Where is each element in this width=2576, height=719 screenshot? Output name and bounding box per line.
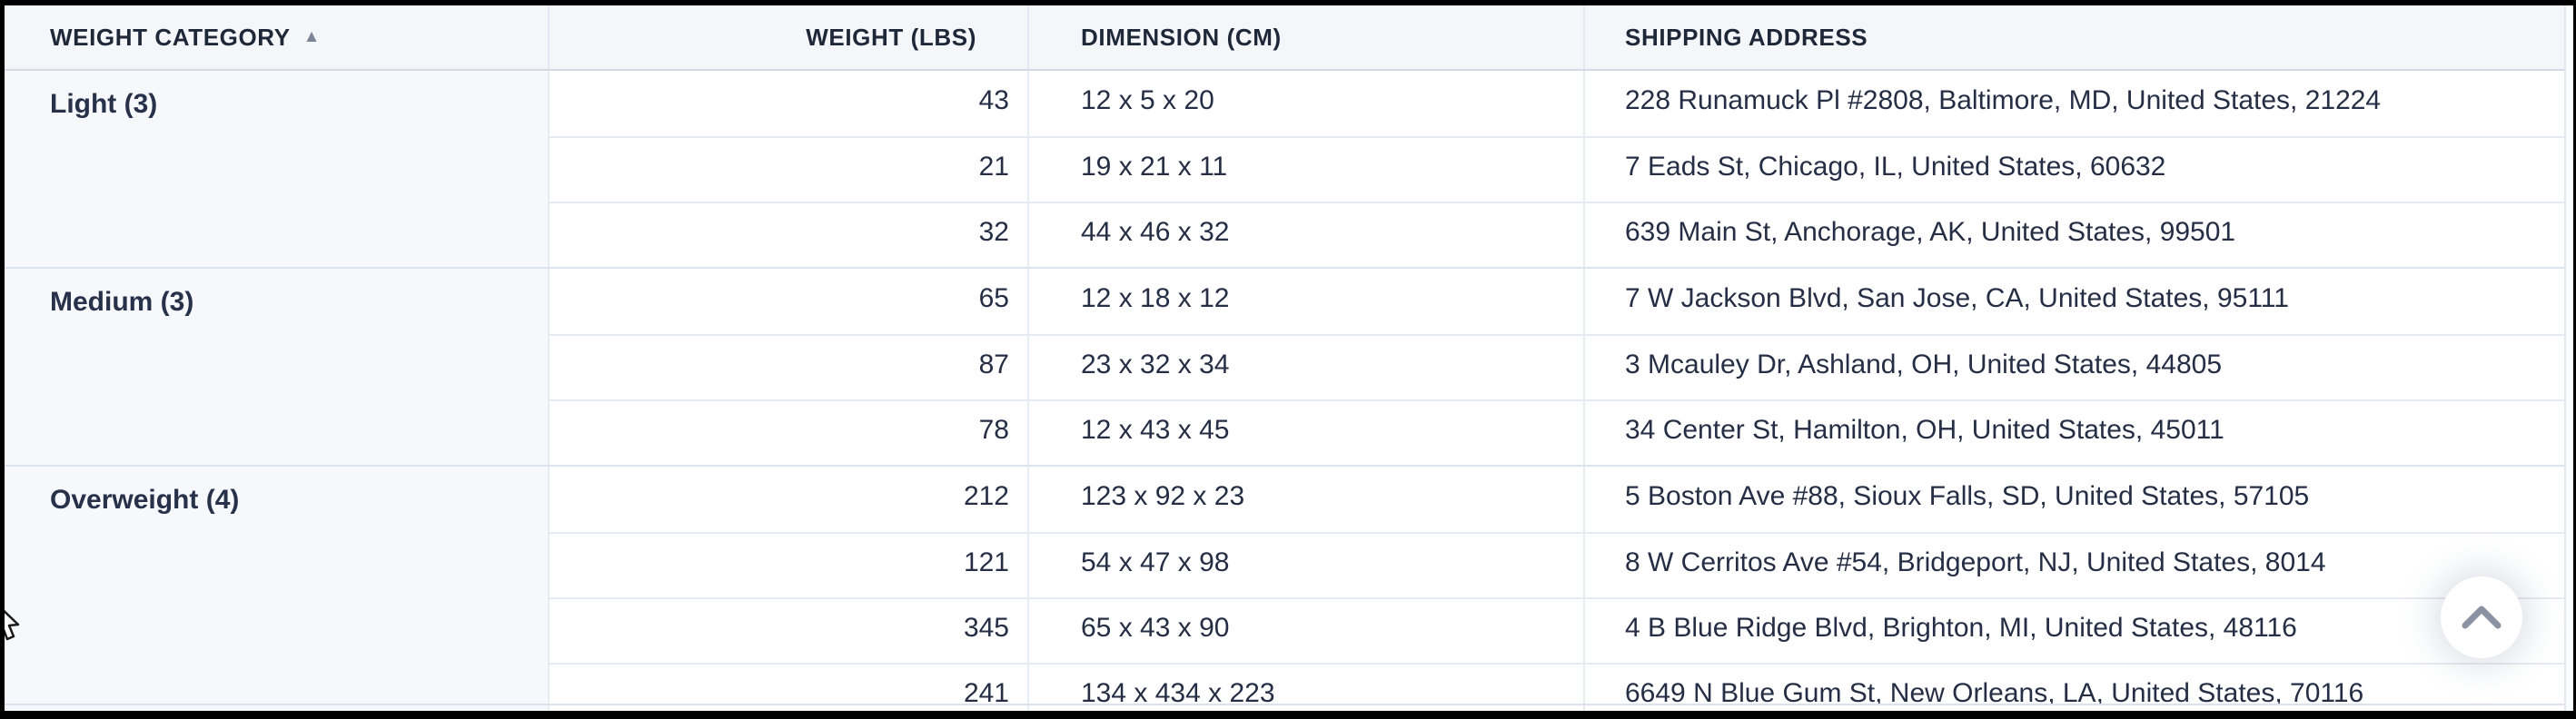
dimension-cell: 134 x 434 x 223 — [1029, 665, 1585, 711]
weight-cell: 32 — [550, 203, 1029, 267]
dimension-value: 134 x 434 x 223 — [1081, 678, 1275, 708]
row-group: Light (3) 43 12 x 5 x 20 228 Runamuck Pl #2… — [5, 71, 2566, 267]
address-value: 8 W Cerritos Ave #54, Bridgeport, NJ, Un… — [1625, 547, 2326, 577]
dimension-cell: 19 x 21 x 11 — [1029, 138, 1585, 202]
category-cell: Medium (3) — [5, 269, 550, 465]
weight-value: 21 — [978, 152, 1009, 182]
table-row[interactable]: 32 44 x 46 x 32 639 Main St, Anchorage, AK… — [550, 202, 2566, 267]
row-group: Overweight (4) 212 123 x 92 x 23 5 Boston A… — [5, 465, 2566, 711]
address-value: 34 Center St, Hamilton, OH, United State… — [1625, 415, 2224, 445]
weight-cell: 65 — [550, 269, 1029, 334]
weight-value: 87 — [978, 350, 1009, 379]
table-row[interactable]: 78 12 x 43 x 45 34 Center St, Hamilton, OH… — [550, 399, 2566, 465]
weight-value: 121 — [963, 547, 1009, 577]
weight-cell: 212 — [550, 467, 1029, 532]
group-rows: 43 12 x 5 x 20 228 Runamuck Pl #2808, Balt… — [550, 71, 2566, 267]
scroll-to-top-button[interactable] — [2441, 576, 2522, 658]
chevron-up-icon — [2462, 606, 2502, 629]
table-row[interactable]: 65 12 x 18 x 12 7 W Jackson Blvd, San Jose… — [550, 269, 2566, 334]
weight-value: 212 — [963, 481, 1009, 511]
column-header-label: SHIPPING ADDRESS — [1625, 23, 1868, 51]
dimension-value: 12 x 5 x 20 — [1081, 85, 1214, 115]
dimension-value: 65 x 43 x 90 — [1081, 613, 1230, 643]
group-rows: 65 12 x 18 x 12 7 W Jackson Blvd, San Jose… — [550, 269, 2566, 465]
dimension-value: 123 x 92 x 23 — [1081, 481, 1245, 511]
address-cell: 7 Eads St, Chicago, IL, United States, 6… — [1585, 138, 2566, 202]
table-row[interactable]: 21 19 x 21 x 11 7 Eads St, Chicago, IL, Un… — [550, 136, 2566, 202]
column-header-dimension-cm[interactable]: DIMENSION (CM) — [1029, 5, 1585, 69]
address-value: 228 Runamuck Pl #2808, Baltimore, MD, Un… — [1625, 85, 2382, 115]
sort-ascending-icon: ▲ — [302, 26, 322, 46]
weight-cell: 241 — [550, 665, 1029, 711]
weight-value: 78 — [978, 415, 1009, 445]
table-row[interactable]: 121 54 x 47 x 98 8 W Cerritos Ave #54, Bri… — [550, 532, 2566, 597]
dimension-value: 19 x 21 x 11 — [1081, 152, 1228, 182]
address-cell: 34 Center St, Hamilton, OH, United State… — [1585, 401, 2566, 465]
table-body: Light (3) 43 12 x 5 x 20 228 Runamuck Pl #2… — [5, 71, 2566, 711]
weight-cell: 345 — [550, 599, 1029, 663]
scrollbar-gutter[interactable] — [2564, 5, 2573, 711]
dimension-cell: 12 x 18 x 12 — [1029, 269, 1585, 334]
column-header-label: WEIGHT CATEGORY — [50, 23, 291, 51]
column-header-weight-category[interactable]: WEIGHT CATEGORY ▲ — [5, 5, 550, 69]
dimension-cell: 23 x 32 x 34 — [1029, 336, 1585, 399]
dimension-value: 44 x 46 x 32 — [1081, 217, 1230, 247]
category-cell: Light (3) — [5, 71, 550, 267]
weight-cell: 21 — [550, 138, 1029, 202]
address-cell: 8 W Cerritos Ave #54, Bridgeport, NJ, Un… — [1585, 534, 2566, 597]
dimension-cell: 54 x 47 x 98 — [1029, 534, 1585, 597]
table-row[interactable]: 43 12 x 5 x 20 228 Runamuck Pl #2808, Balt… — [550, 71, 2566, 136]
address-value: 7 Eads St, Chicago, IL, United States, 6… — [1625, 152, 2166, 182]
address-cell: 4 B Blue Ridge Blvd, Brighton, MI, Unite… — [1585, 599, 2566, 663]
table-row[interactable]: 212 123 x 92 x 23 5 Boston Ave #88, Sioux … — [550, 467, 2566, 532]
dimension-cell: 123 x 92 x 23 — [1029, 467, 1585, 532]
dimension-value: 23 x 32 x 34 — [1081, 350, 1230, 379]
table-row[interactable]: 241 134 x 434 x 223 6649 N Blue Gum St, Ne… — [550, 663, 2566, 711]
address-value: 3 Mcauley Dr, Ashland, OH, United States… — [1625, 350, 2223, 379]
dimension-cell: 44 x 46 x 32 — [1029, 203, 1585, 267]
table-header-row: WEIGHT CATEGORY ▲ WEIGHT (LBS) DIMENSION… — [5, 5, 2566, 71]
weight-cell: 43 — [550, 71, 1029, 136]
table-bottom-border — [5, 704, 2566, 705]
weight-cell: 121 — [550, 534, 1029, 597]
dimension-value: 12 x 43 x 45 — [1081, 415, 1230, 445]
column-header-label: WEIGHT (LBS) — [806, 23, 976, 51]
address-value: 639 Main St, Anchorage, AK, United State… — [1625, 217, 2236, 247]
weight-cell: 87 — [550, 336, 1029, 399]
table-row[interactable]: 345 65 x 43 x 90 4 B Blue Ridge Blvd, Brig… — [550, 597, 2566, 663]
address-value: 6649 N Blue Gum St, New Orleans, LA, Uni… — [1625, 678, 2364, 708]
address-cell: 5 Boston Ave #88, Sioux Falls, SD, Unite… — [1585, 467, 2566, 532]
column-header-weight-lbs[interactable]: WEIGHT (LBS) — [550, 5, 1029, 69]
weight-value: 43 — [978, 85, 1009, 115]
dimension-cell: 12 x 5 x 20 — [1029, 71, 1585, 136]
column-header-shipping-address[interactable]: SHIPPING ADDRESS — [1585, 5, 2566, 69]
address-cell: 228 Runamuck Pl #2808, Baltimore, MD, Un… — [1585, 71, 2566, 136]
column-header-label: DIMENSION (CM) — [1081, 23, 1282, 51]
weight-cell: 78 — [550, 401, 1029, 465]
address-value: 4 B Blue Ridge Blvd, Brighton, MI, Unite… — [1625, 613, 2297, 643]
dimension-cell: 12 x 43 x 45 — [1029, 401, 1585, 465]
weight-value: 241 — [963, 678, 1009, 708]
table-row[interactable]: 87 23 x 32 x 34 3 Mcauley Dr, Ashland, OH,… — [550, 334, 2566, 399]
address-cell: 639 Main St, Anchorage, AK, United State… — [1585, 203, 2566, 267]
weight-value: 65 — [978, 283, 1009, 313]
address-value: 7 W Jackson Blvd, San Jose, CA, United S… — [1625, 283, 2289, 313]
dimension-value: 12 x 18 x 12 — [1081, 283, 1230, 313]
group-rows: 212 123 x 92 x 23 5 Boston Ave #88, Sioux … — [550, 467, 2566, 711]
category-cell: Overweight (4) — [5, 467, 550, 711]
row-group: Medium (3) 65 12 x 18 x 12 7 W Jackson Blvd… — [5, 267, 2566, 465]
weight-value: 32 — [978, 217, 1009, 247]
dimension-cell: 65 x 43 x 90 — [1029, 599, 1585, 663]
dimension-value: 54 x 47 x 98 — [1081, 547, 1230, 577]
address-cell: 7 W Jackson Blvd, San Jose, CA, United S… — [1585, 269, 2566, 334]
address-value: 5 Boston Ave #88, Sioux Falls, SD, Unite… — [1625, 481, 2310, 511]
weight-value: 345 — [963, 613, 1009, 643]
address-cell: 3 Mcauley Dr, Ashland, OH, United States… — [1585, 336, 2566, 399]
shipping-table: WEIGHT CATEGORY ▲ WEIGHT (LBS) DIMENSION… — [5, 5, 2566, 711]
address-cell: 6649 N Blue Gum St, New Orleans, LA, Uni… — [1585, 665, 2566, 711]
